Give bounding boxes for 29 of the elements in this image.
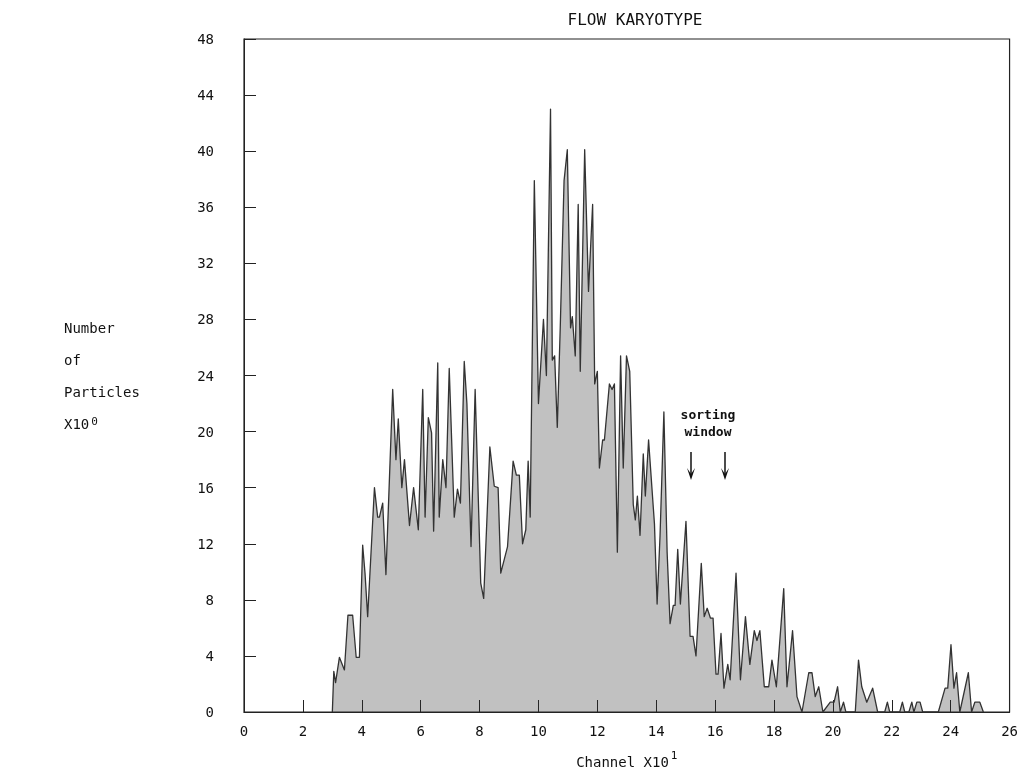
y-tick-label: 12 — [197, 535, 214, 552]
y-tick-label: 24 — [197, 367, 214, 384]
x-tick-label: 16 — [706, 723, 724, 739]
y-tick-label: 48 — [197, 31, 214, 47]
x-tick-label: 18 — [765, 723, 783, 739]
x-tick-label: 0 — [239, 723, 249, 739]
x-tick-label: 26 — [1001, 723, 1018, 739]
x-tick-label: 6 — [416, 723, 425, 739]
y-tick-label: 40 — [197, 143, 214, 160]
y-tick-label: 8 — [205, 591, 214, 608]
y-tick-label: 44 — [197, 87, 214, 104]
x-tick-label: 2 — [298, 723, 308, 739]
y-tick-label: 32 — [197, 255, 214, 272]
x-tick-label: 14 — [647, 723, 665, 739]
chart-title: FLOW KARYOTYPE — [567, 9, 703, 29]
y-tick-label: 0 — [205, 704, 214, 720]
y-tick-label: 36 — [197, 199, 214, 216]
y-tick-label: 28 — [197, 311, 214, 328]
y-tick-label: 20 — [197, 423, 214, 440]
x-tick-label: 10 — [530, 723, 547, 739]
x-tick-label: 24 — [942, 723, 960, 739]
annotation: sorting window — [680, 407, 736, 439]
x-tick-label: 4 — [357, 723, 366, 739]
x-tick-label: 8 — [475, 723, 484, 739]
x-tick-label: 20 — [824, 723, 842, 739]
x-tick-label: 12 — [588, 723, 606, 739]
y-tick-label: 16 — [197, 479, 214, 496]
y-tick-label: 4 — [205, 647, 214, 664]
x-tick-label: 22 — [883, 723, 901, 739]
